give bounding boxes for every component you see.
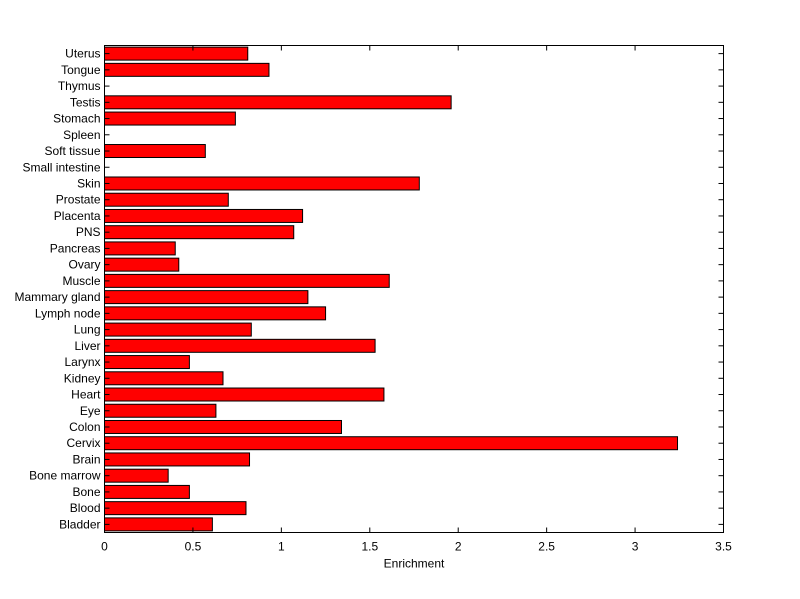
y-tick-label: Lung bbox=[74, 323, 101, 337]
bar-lymph-node bbox=[104, 306, 327, 321]
y-tick-label: Pancreas bbox=[50, 241, 101, 255]
x-tick-label: 1.5 bbox=[361, 540, 378, 554]
y-tick-label: Muscle bbox=[62, 274, 100, 288]
y-tick-label: Ovary bbox=[68, 258, 100, 272]
x-tick-label: 0.5 bbox=[185, 540, 202, 554]
y-tick-label: Thymus bbox=[58, 79, 101, 93]
bar-pns bbox=[104, 225, 295, 240]
x-axis-label: Enrichment bbox=[384, 557, 445, 571]
bar-kidney bbox=[104, 371, 224, 386]
y-tick-label: Heart bbox=[71, 388, 101, 402]
y-tick-label: Uterus bbox=[65, 47, 100, 61]
bar-heart bbox=[104, 387, 385, 402]
y-tick-label: Eye bbox=[80, 404, 101, 418]
x-tick-label: 3 bbox=[632, 540, 639, 554]
bar-muscle bbox=[104, 273, 390, 288]
bar-bone bbox=[104, 484, 190, 499]
y-tick-label: Brain bbox=[72, 452, 100, 466]
y-tick-label: Colon bbox=[69, 420, 100, 434]
x-tick-label: 0 bbox=[101, 540, 108, 554]
x-tick-label: 3.5 bbox=[715, 540, 732, 554]
y-tick-label: Mammary gland bbox=[14, 290, 100, 304]
x-tick-label: 2 bbox=[455, 540, 462, 554]
y-tick-label: Blood bbox=[70, 501, 101, 515]
y-tick-label: Bone marrow bbox=[29, 469, 101, 483]
bar-skin bbox=[104, 176, 420, 191]
bar-uterus bbox=[104, 46, 249, 61]
bar-soft-tissue bbox=[104, 144, 206, 159]
plot-area-frame bbox=[104, 45, 724, 533]
y-tick-label: Soft tissue bbox=[44, 144, 100, 158]
bar-stomach bbox=[104, 111, 236, 126]
y-tick-label: Lymph node bbox=[35, 306, 101, 320]
y-tick-label: Tongue bbox=[61, 63, 101, 77]
bar-blood bbox=[104, 501, 247, 516]
labels-group: Bladder Blood Bone Bone marrow Brain Cervix Co… bbox=[14, 47, 732, 554]
bar-tongue bbox=[104, 62, 270, 77]
y-tick-label: Small intestine bbox=[22, 160, 100, 174]
bar-eye bbox=[104, 403, 217, 418]
bar-ovary bbox=[104, 257, 180, 272]
bar-bone-marrow bbox=[104, 468, 169, 483]
y-tick-label: Bladder bbox=[59, 517, 100, 531]
bar-brain bbox=[104, 452, 251, 467]
y-tick-label: Skin bbox=[77, 176, 100, 190]
bar-prostate bbox=[104, 192, 229, 207]
bar-colon bbox=[104, 419, 342, 434]
bar-bladder bbox=[104, 517, 213, 532]
bar-larynx bbox=[104, 355, 190, 370]
y-tick-label: Larynx bbox=[64, 355, 100, 369]
bar-pancreas bbox=[104, 241, 176, 256]
y-tick-label: Prostate bbox=[56, 193, 101, 207]
y-tick-label: Liver bbox=[74, 339, 100, 353]
bar-testis bbox=[104, 95, 452, 110]
y-tick-label: Stomach bbox=[53, 112, 100, 126]
y-tick-label: Testis bbox=[70, 95, 101, 109]
bar-placenta bbox=[104, 208, 304, 223]
y-tick-label: Spleen bbox=[63, 128, 100, 142]
y-tick-label: Bone bbox=[72, 485, 100, 499]
bar-cervix bbox=[104, 436, 679, 451]
y-tick-label: Placenta bbox=[54, 209, 101, 223]
bar-liver bbox=[104, 338, 376, 353]
y-tick-label: Kidney bbox=[64, 371, 101, 385]
ticks-group bbox=[104, 45, 724, 533]
y-tick-label: Cervix bbox=[66, 436, 100, 450]
x-tick-label: 2.5 bbox=[538, 540, 555, 554]
x-tick-label: 1 bbox=[278, 540, 285, 554]
bar-mammary-gland bbox=[104, 290, 309, 305]
y-tick-label: PNS bbox=[76, 225, 101, 239]
bar-lung bbox=[104, 322, 252, 337]
